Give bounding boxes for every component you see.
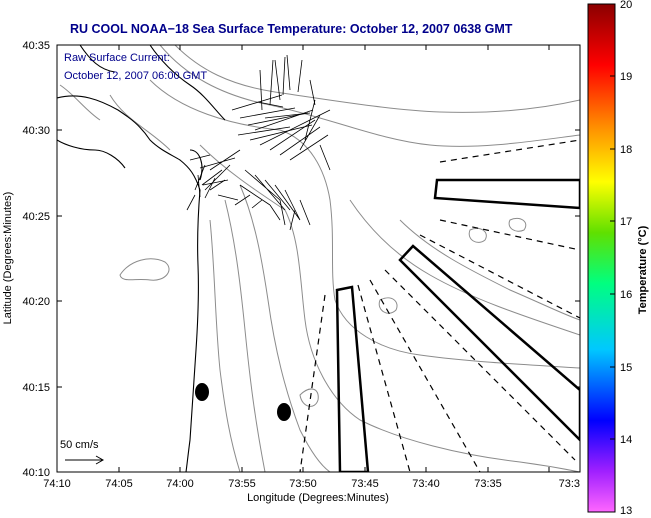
y-axis: 40:35 40:30 40:25 40:20 40:15 40:10 Lati… <box>2 40 580 479</box>
colorbar-tick: 18 <box>620 144 632 156</box>
colorbar-tick: 15 <box>620 362 632 374</box>
colorbar-tick: 14 <box>620 434 632 446</box>
colorbar-label: Temperature (°C) <box>637 225 649 314</box>
annotation-line2: October 12, 2007 06:00 GMT <box>64 70 207 82</box>
x-tick-label: 73:55 <box>228 478 256 490</box>
x-tick-label: 73:40 <box>412 478 440 490</box>
x-axis-label: Longitude (Degrees:Minutes) <box>247 492 389 504</box>
dashed-radials <box>299 139 580 472</box>
map-area <box>57 45 580 472</box>
survey-boxes <box>335 178 580 472</box>
colorbar-tick: 20 <box>620 0 632 11</box>
x-axis: 74:10 74:05 74:00 73:55 73:50 73:45 73:4… <box>43 45 580 504</box>
map-title: RU COOL NOAA−18 Sea Surface Temperature:… <box>70 22 513 36</box>
station-marker <box>277 403 291 421</box>
current-vectors <box>186 54 331 231</box>
coastline <box>57 45 226 472</box>
plot-frame <box>56 44 581 473</box>
x-tick-label: 74:10 <box>43 478 71 490</box>
x-tick-label: 73:3 <box>559 478 580 490</box>
y-tick-label: 40:20 <box>22 296 50 308</box>
x-tick-label: 73:45 <box>351 478 379 490</box>
y-tick-label: 40:30 <box>22 125 50 137</box>
annotation-line1: Raw Surface Current: <box>64 52 170 64</box>
x-tick-label: 74:05 <box>105 478 133 490</box>
scale-label: 50 cm/s <box>60 439 99 451</box>
colorbar: 20 19 18 17 16 15 14 13 Temperature (°C) <box>587 0 649 517</box>
colorbar-tick: 19 <box>620 71 632 83</box>
colorbar-tick: 17 <box>620 216 632 228</box>
colorbar-tick: 13 <box>620 505 632 517</box>
y-tick-label: 40:10 <box>22 467 50 479</box>
x-tick-label: 73:50 <box>289 478 317 490</box>
y-tick-label: 40:25 <box>22 211 50 223</box>
scale-arrow <box>65 455 105 465</box>
station-marker <box>195 383 209 401</box>
y-axis-label: Latitude (Degrees:Minutes) <box>2 192 14 325</box>
y-tick-label: 40:15 <box>22 382 50 394</box>
colorbar-tick: 16 <box>620 289 632 301</box>
x-tick-label: 74:00 <box>166 478 194 490</box>
x-tick-label: 73:35 <box>474 478 502 490</box>
bathymetry-contours <box>59 45 580 472</box>
y-tick-label: 40:35 <box>22 40 50 52</box>
